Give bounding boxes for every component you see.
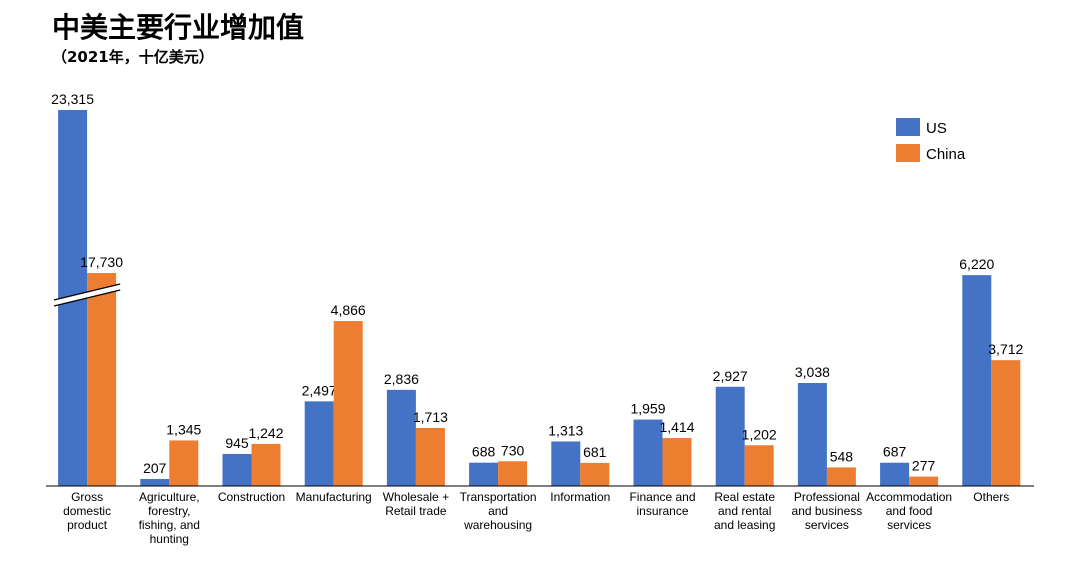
value-label-us-2: 945	[225, 435, 249, 451]
value-label-china-5: 730	[501, 442, 525, 458]
axis-break-line-bottom	[53, 289, 121, 307]
category-label-10: Accommodation and food services	[866, 490, 952, 532]
chart-title: 中美主要行业增加值	[52, 11, 305, 44]
category-label-4: Wholesale + Retail trade	[383, 490, 449, 518]
axis-break-band	[54, 284, 121, 306]
bar-us-6	[551, 441, 581, 486]
value-label-us-7: 1,959	[630, 401, 665, 417]
value-label-china-1: 1,345	[166, 421, 201, 437]
value-label-us-6: 1,313	[548, 422, 583, 438]
value-label-china-0: 17,730	[80, 254, 123, 270]
value-label-china-7: 1,414	[659, 419, 694, 435]
bar-china-0	[87, 273, 117, 486]
category-label-9: Professional and business services	[792, 490, 863, 532]
bar-us-9	[797, 383, 827, 486]
bar-china-4	[415, 427, 445, 486]
value-label-us-1: 207	[143, 460, 167, 476]
legend-label-us: US	[926, 120, 947, 137]
value-label-us-9: 3,038	[795, 364, 830, 380]
value-label-china-6: 681	[583, 444, 607, 460]
bar-china-7	[662, 438, 692, 486]
bar-us-5	[469, 462, 499, 486]
category-label-0: Gross domestic product	[63, 490, 111, 532]
value-label-china-8: 1,202	[742, 426, 777, 442]
category-label-1: Agriculture, forestry, fishing, and hunting	[139, 490, 200, 546]
bar-china-3	[333, 321, 363, 486]
bar-china-5	[498, 461, 528, 486]
category-label-3: Manufacturing	[296, 490, 372, 504]
bar-us-4	[386, 389, 416, 486]
category-label-5: Transportation and warehousing	[460, 490, 537, 532]
legend-swatch-us	[896, 118, 920, 136]
bar-china-10	[909, 476, 939, 486]
value-label-us-8: 2,927	[713, 368, 748, 384]
bar-us-11	[962, 275, 992, 486]
value-label-china-11: 3,712	[988, 341, 1023, 357]
legend-label-china: China	[926, 146, 966, 163]
value-label-china-9: 548	[830, 448, 854, 464]
value-label-us-3: 2,497	[302, 382, 337, 398]
bar-us-3	[304, 401, 334, 486]
bar-china-8	[744, 445, 774, 486]
bar-us-1	[140, 478, 170, 486]
category-label-8: Real estate and rental and leasing	[714, 490, 775, 532]
value-label-us-4: 2,836	[384, 371, 419, 387]
bar-china-2	[251, 443, 281, 486]
bar-us-8	[715, 386, 745, 486]
category-label-7: Finance and insurance	[629, 490, 695, 518]
value-label-china-3: 4,866	[331, 302, 366, 318]
legend-swatch-china	[896, 144, 920, 162]
bar-us-7	[633, 419, 663, 486]
bar-china-11	[991, 360, 1021, 486]
bar-china-9	[826, 467, 856, 486]
chart-subtitle: （2021年，十亿美元）	[52, 48, 214, 66]
category-label-6: Information	[550, 490, 610, 504]
bar-us-2	[222, 453, 252, 486]
value-label-china-10: 277	[912, 458, 936, 474]
axis-break-line-top	[53, 283, 121, 301]
value-label-china-2: 1,242	[248, 425, 283, 441]
value-label-us-0: 23,315	[51, 91, 94, 107]
value-label-us-5: 688	[472, 444, 496, 460]
value-label-us-11: 6,220	[959, 256, 994, 272]
value-label-china-4: 1,713	[413, 409, 448, 425]
bar-china-1	[169, 440, 199, 486]
bar-us-10	[880, 462, 910, 486]
category-label-11: Others	[973, 490, 1009, 504]
value-label-us-10: 687	[883, 444, 907, 460]
category-label-2: Construction	[218, 490, 285, 504]
bar-china-6	[580, 462, 610, 486]
